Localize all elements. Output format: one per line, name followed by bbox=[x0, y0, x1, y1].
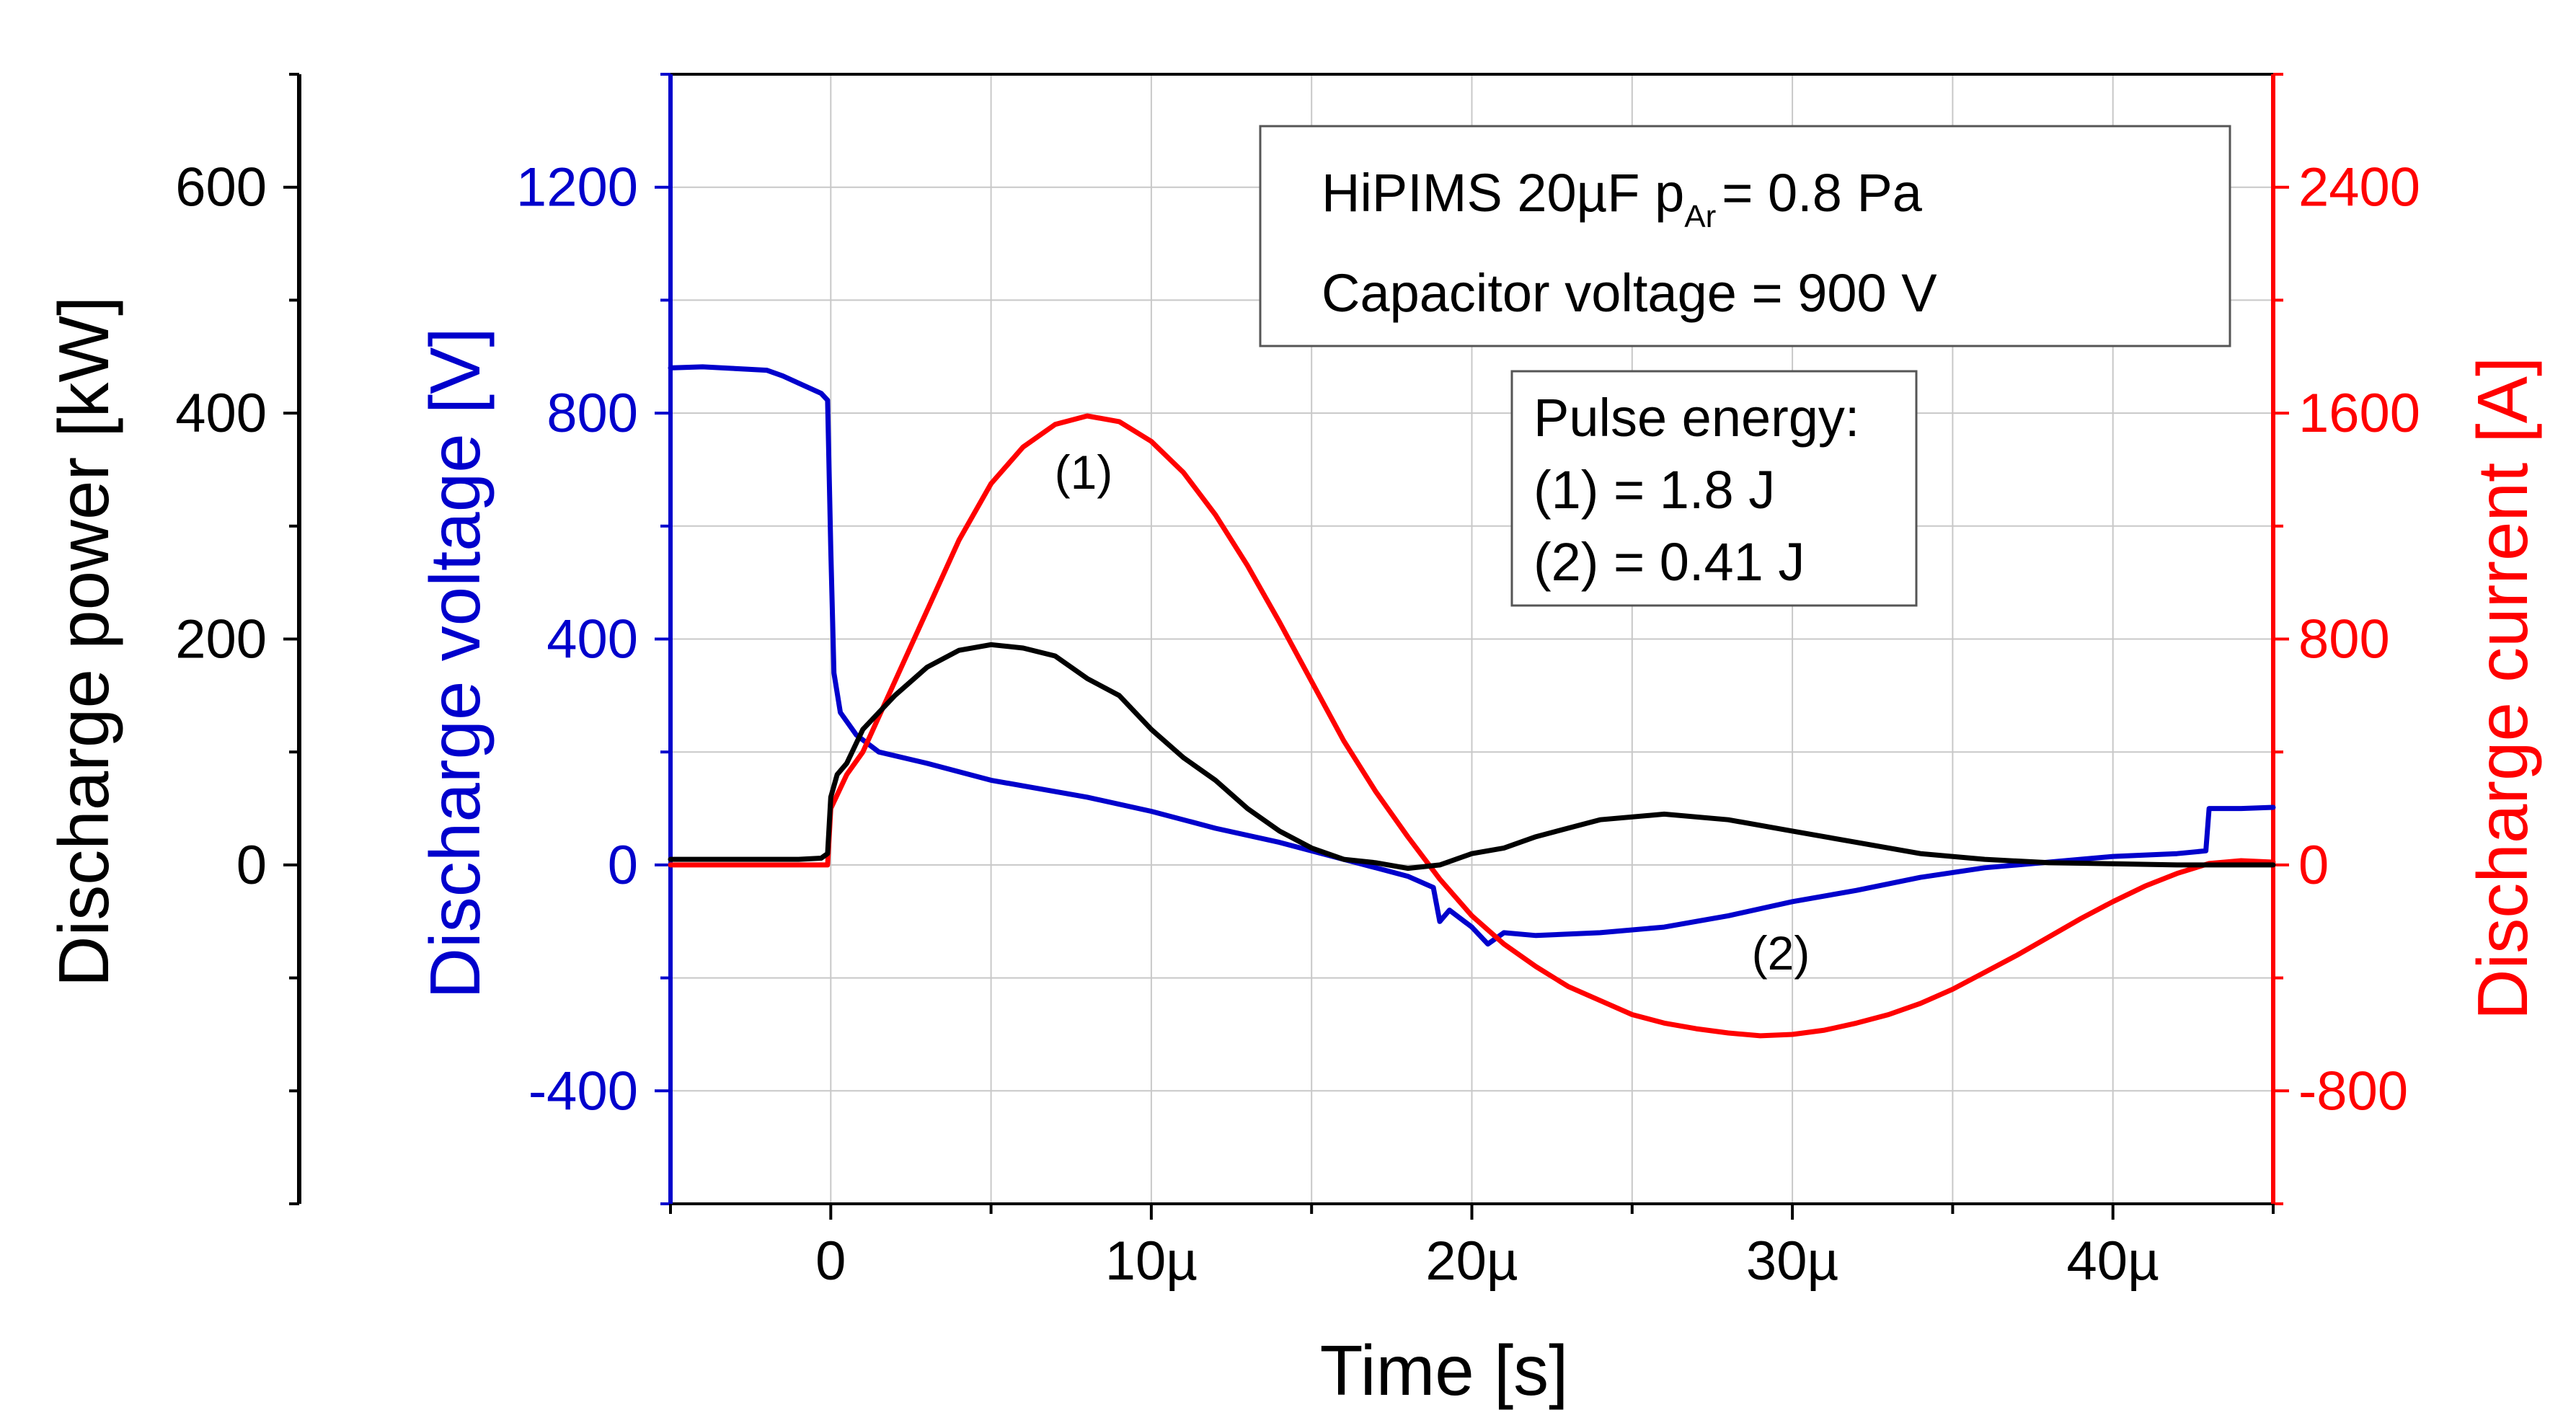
x-axis: 0 10µ 20µ 30µ 40µ bbox=[669, 1204, 2275, 1292]
pulse-energy-box: Pulse energy: (1) = 1.8 J (2) = 0.41 J bbox=[1510, 370, 1918, 607]
series-power-line bbox=[668, 642, 2276, 872]
series-layer bbox=[668, 364, 2276, 1039]
series-voltage-line bbox=[668, 364, 2276, 947]
x-tick-label: 40µ bbox=[2067, 1230, 2159, 1292]
power-axis-title: Discharge power [kW] bbox=[44, 296, 123, 988]
voltage-axis: -400 0 400 800 1200 bbox=[516, 73, 673, 1205]
x-tick-label: 0 bbox=[815, 1230, 846, 1292]
x-tick-label: 10µ bbox=[1105, 1230, 1198, 1292]
curve-label-1: (1) bbox=[1055, 445, 1113, 499]
power-tick-label: 400 bbox=[175, 383, 267, 444]
parameters-line-1-rest: = 0.8 Pa bbox=[1722, 163, 1923, 223]
curve-label-2: (2) bbox=[1752, 926, 1810, 980]
current-tick-label: 1600 bbox=[2298, 383, 2420, 444]
voltage-tick-label: 400 bbox=[546, 609, 638, 670]
x-axis-title: Time [s] bbox=[1320, 1331, 1569, 1410]
voltage-tick-label: 800 bbox=[546, 383, 638, 444]
current-axis-title: Discharge current [A] bbox=[2463, 357, 2542, 1020]
parameters-box-frame bbox=[1259, 125, 2231, 347]
power-tick-label: 200 bbox=[175, 609, 267, 670]
parameters-line-2: Capacitor voltage = 900 V bbox=[1322, 263, 1937, 323]
voltage-tick-label: 0 bbox=[608, 835, 638, 896]
parameters-box: HiPIMS 20µF pAr = 0.8 Pa Capacitor voltag… bbox=[1259, 125, 2231, 347]
current-tick-label: 0 bbox=[2298, 835, 2329, 896]
current-tick-label: -800 bbox=[2298, 1060, 2408, 1122]
voltage-tick-label: -400 bbox=[528, 1060, 638, 1122]
pulse-energy-title: Pulse energy: bbox=[1533, 388, 1860, 448]
pulse-energy-box-frame bbox=[1510, 370, 1918, 607]
current-tick-label: 800 bbox=[2298, 609, 2390, 670]
x-tick-label: 20µ bbox=[1425, 1230, 1518, 1292]
x-tick-label: 30µ bbox=[1746, 1230, 1838, 1292]
parameters-line-1: HiPIMS 20µF pAr = 0.8 Pa bbox=[1322, 163, 1923, 234]
current-axis: -800 0 800 1600 2400 bbox=[2271, 73, 2420, 1205]
parameters-pressure-subscript: Ar bbox=[1684, 199, 1716, 234]
parameters-line-1-main: HiPIMS 20µF p bbox=[1322, 163, 1684, 223]
voltage-axis-title: Discharge voltage [V] bbox=[415, 327, 495, 998]
pulse-energy-2: (2) = 0.41 J bbox=[1533, 532, 1805, 592]
power-axis: 0 200 400 600 bbox=[175, 73, 301, 1205]
power-tick-label: 0 bbox=[236, 835, 267, 896]
pulse-energy-1: (1) = 1.8 J bbox=[1533, 460, 1775, 520]
power-tick-label: 600 bbox=[175, 157, 267, 218]
current-tick-label: 2400 bbox=[2298, 157, 2420, 218]
series-current-line bbox=[668, 413, 2276, 1039]
voltage-tick-label: 1200 bbox=[516, 157, 638, 218]
